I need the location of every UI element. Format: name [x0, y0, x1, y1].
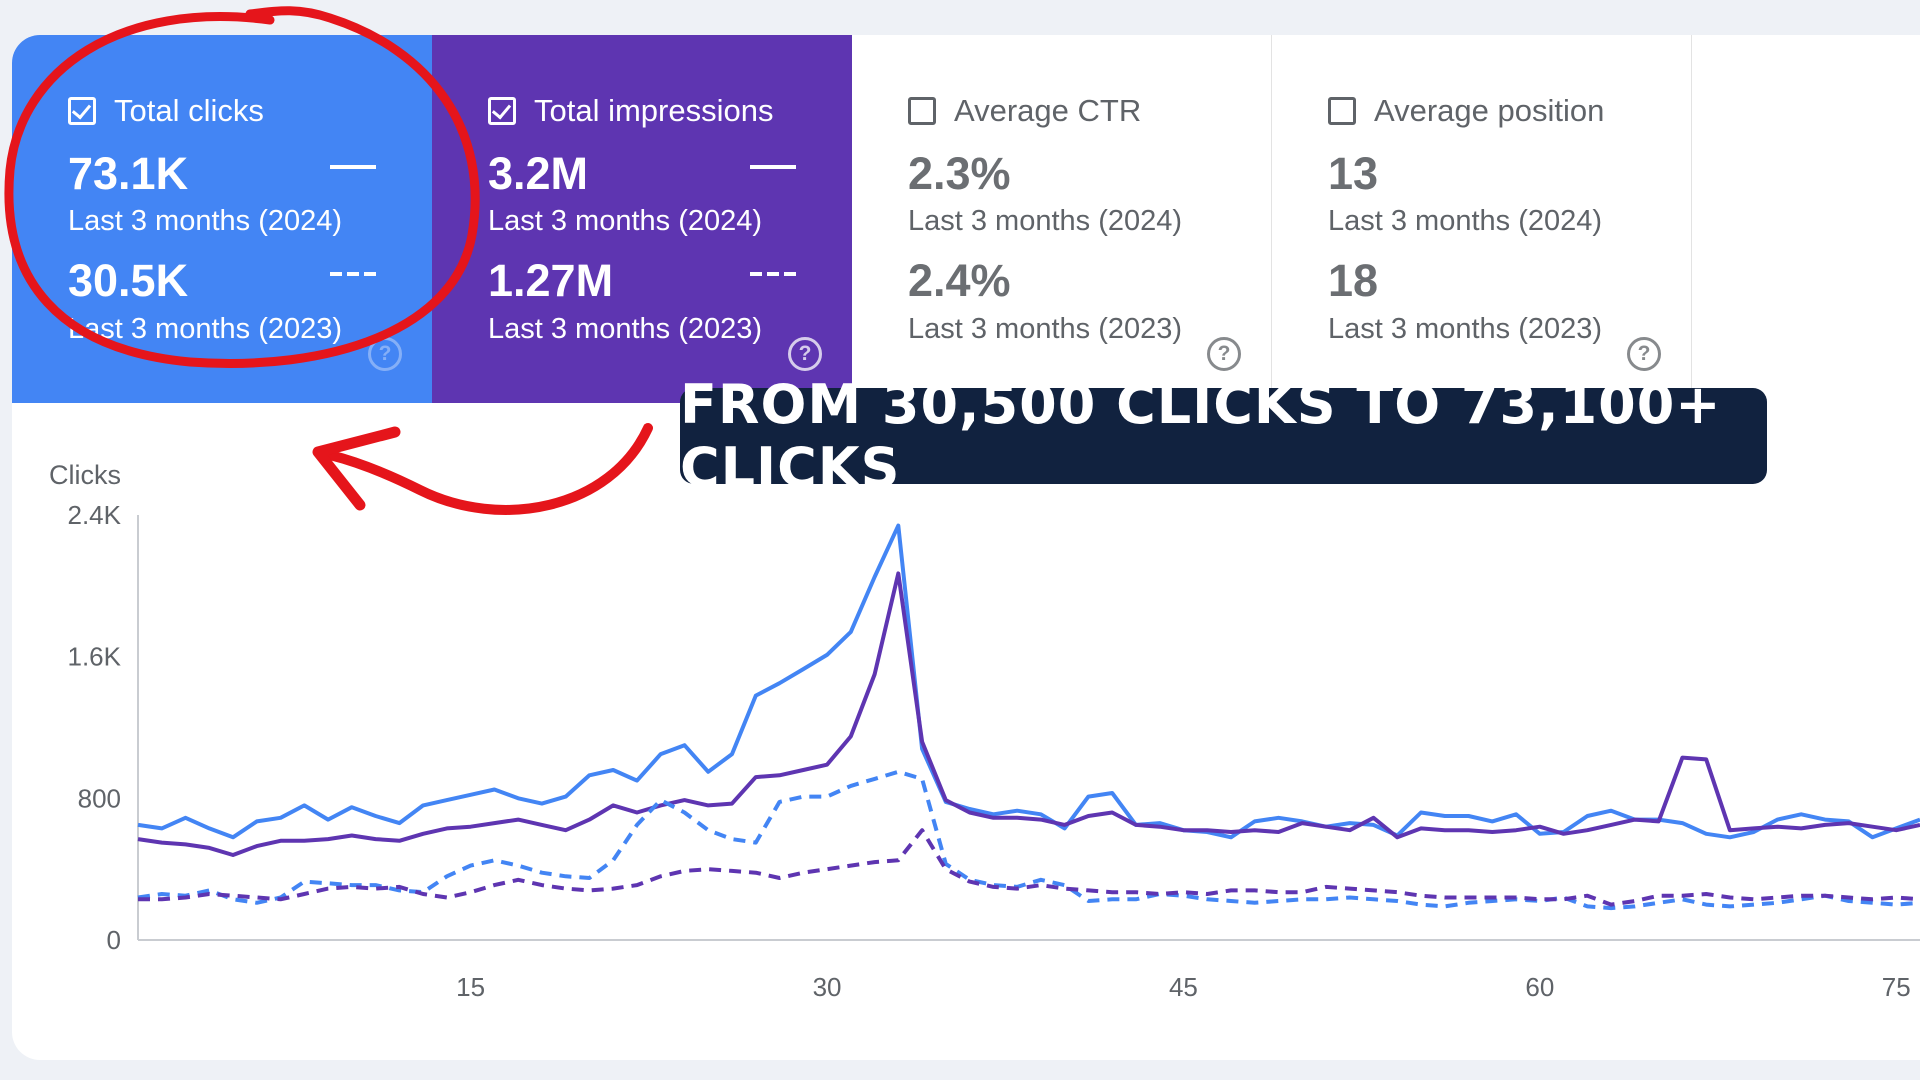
y-tick-label: 1.6K	[68, 642, 122, 672]
chart-series	[137, 523, 1920, 911]
metric-label: Total impressions	[534, 93, 774, 128]
metric-current-period: Last 3 months (2024)	[908, 205, 1183, 237]
solid-line-legend-icon	[750, 165, 796, 169]
metric-previous-value: 1.27M	[488, 255, 614, 306]
metric-tile-average-position[interactable]: Average position 13 Last 3 months (2024)…	[1272, 35, 1692, 403]
metric-previous-period: Last 3 months (2023)	[488, 313, 763, 345]
y-tick-label: 0	[107, 925, 121, 955]
metric-previous-value: 18	[1328, 255, 1379, 306]
help-icon[interactable]: ?	[1627, 337, 1661, 371]
series-line-clicks-2023	[137, 769, 1920, 911]
metric-current-value: 3.2M	[488, 148, 589, 199]
checkbox-unchecked-icon[interactable]	[908, 97, 936, 125]
metric-previous-period: Last 3 months (2023)	[1328, 313, 1603, 345]
metric-current-period: Last 3 months (2024)	[1328, 205, 1603, 237]
y-axis: 0 800 1.6K 2.4K	[68, 500, 122, 955]
y-tick-label: 2.4K	[68, 500, 122, 530]
help-icon[interactable]: ?	[1207, 337, 1241, 371]
metric-label: Average position	[1374, 93, 1605, 128]
y-tick-label: 800	[78, 783, 121, 813]
comparison-banner: FROM 30,500 CLICKS TO 73,100+ CLICKS	[680, 373, 1767, 499]
metric-current-period: Last 3 months (2024)	[488, 205, 763, 237]
x-tick-label: 15	[456, 972, 485, 1002]
series-line-clicks-2024	[137, 523, 1920, 840]
checkbox-unchecked-icon[interactable]	[1328, 97, 1356, 125]
metric-current-value: 2.3%	[908, 148, 1011, 199]
checkbox-checked-icon[interactable]	[488, 97, 516, 125]
y-axis-title: Clicks	[49, 460, 121, 490]
metric-header[interactable]: Average position	[1328, 93, 1604, 129]
metric-label: Average CTR	[954, 93, 1142, 128]
x-tick-label: 30	[813, 972, 842, 1002]
metric-current-value: 13	[1328, 148, 1379, 199]
dashed-line-legend-icon	[750, 272, 796, 276]
x-tick-label: 45	[1169, 972, 1198, 1002]
help-icon[interactable]: ?	[788, 337, 822, 371]
metric-tile-total-impressions[interactable]: Total impressions 3.2M Last 3 months (20…	[432, 35, 852, 403]
x-tick-label: 75	[1882, 972, 1911, 1002]
metric-tile-average-ctr[interactable]: Average CTR 2.3% Last 3 months (2024) 2.…	[852, 35, 1272, 403]
chart-grid	[137, 515, 1920, 941]
metric-previous-period: Last 3 months (2023)	[908, 313, 1183, 345]
metric-previous-value: 2.4%	[908, 255, 1011, 306]
metric-header[interactable]: Total impressions	[488, 93, 773, 129]
series-line-impressions-2024	[137, 571, 1920, 857]
metric-header[interactable]: Average CTR	[908, 93, 1141, 129]
x-tick-label: 60	[1525, 972, 1554, 1002]
series-line-impressions-2023	[138, 828, 1920, 907]
x-axis: 15 30 45 60 75	[456, 972, 1911, 1002]
